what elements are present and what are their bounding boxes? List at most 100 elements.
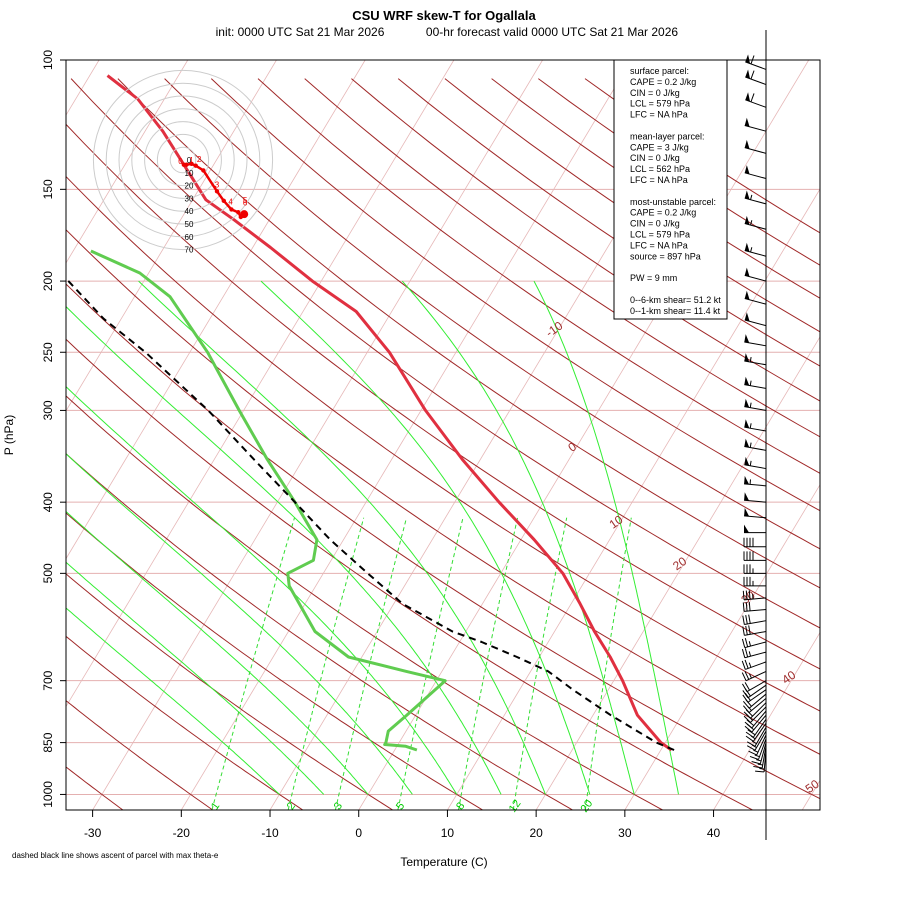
moist-adiabat-line xyxy=(138,280,546,795)
mixing-ratio-label: 12 xyxy=(507,798,524,815)
hodograph-point xyxy=(193,163,198,168)
mixing-ratio-label: 2 xyxy=(285,800,298,812)
mixing-ratio-line xyxy=(334,517,407,810)
info-box-line: mean-layer parcel: xyxy=(630,131,705,141)
wind-barb-pennant xyxy=(744,507,750,517)
wind-barb-flag xyxy=(751,761,761,765)
wind-barb-half-flag xyxy=(754,754,760,758)
wind-barb-pennant xyxy=(744,334,750,343)
wind-barb-shaft xyxy=(754,730,767,751)
y-tick-label: 400 xyxy=(41,492,55,512)
hodograph-height-label: 5 xyxy=(243,196,248,205)
chart-subtitle-valid: 00-hr forecast valid 0000 UTC Sat 21 Mar… xyxy=(426,25,678,39)
isotherm-label: 50 xyxy=(803,777,822,796)
wind-barb-half-flag xyxy=(756,759,762,762)
info-box-line: CIN = 0 J/kg xyxy=(630,219,680,229)
wind-barb-half-flag xyxy=(750,220,753,226)
info-box-line: CIN = 0 J/kg xyxy=(630,153,680,163)
y-tick-label: 200 xyxy=(41,271,55,291)
hodograph-ring xyxy=(131,108,235,212)
hodograph-height-label: 0 xyxy=(178,157,183,166)
wind-barb-flag xyxy=(750,93,755,103)
hodograph-point xyxy=(201,168,206,173)
wind-barbs xyxy=(741,54,767,773)
wind-barb-shaft xyxy=(744,597,767,601)
dry-adiabat-line xyxy=(117,78,820,589)
wind-barb-half-flag xyxy=(749,402,752,408)
moist-adiabat-line xyxy=(533,280,679,795)
hodograph-ring xyxy=(144,121,222,199)
dry-adiabat-line xyxy=(66,512,483,810)
x-tick-label: -20 xyxy=(173,826,191,840)
wind-barb-pennant xyxy=(744,312,750,322)
wind-barb-flag xyxy=(750,55,755,65)
wind-barb-flag xyxy=(753,765,763,769)
info-box-line: CIN = 0 J/kg xyxy=(630,88,680,98)
hodograph-ring-label: 50 xyxy=(185,220,194,229)
x-tick-label: -10 xyxy=(261,826,279,840)
info-box-line: LCL = 579 hPa xyxy=(630,230,690,240)
info-box-line: LCL = 562 hPa xyxy=(630,164,690,174)
wind-barb-half-flag xyxy=(748,662,752,668)
wind-barb-flag xyxy=(748,625,751,635)
wind-barb-flag xyxy=(742,615,745,625)
wind-barb-flag xyxy=(745,731,754,738)
wind-barb-pennant xyxy=(744,475,750,485)
x-axis-label: Temperature (C) xyxy=(400,855,487,869)
wind-barb-shaft xyxy=(759,742,767,764)
y-tick-label: 1000 xyxy=(41,781,55,808)
isotherm-label: 30 xyxy=(739,588,758,607)
hodograph-point xyxy=(221,198,226,204)
wind-barb-shaft xyxy=(752,722,767,742)
wind-barb-flag xyxy=(743,715,751,723)
info-box-line: PW = 9 mm xyxy=(630,273,677,283)
info-box-frame xyxy=(613,59,728,320)
x-tick-label: 40 xyxy=(707,826,721,840)
x-tick-label: 0 xyxy=(355,826,362,840)
wind-barb-half-flag xyxy=(748,641,752,647)
wind-barb-pennant xyxy=(745,92,751,102)
dry-adiabat-line xyxy=(66,453,573,810)
mixing-ratio-line xyxy=(397,517,464,810)
wind-barb-flag xyxy=(755,770,765,773)
isotherm-line xyxy=(447,188,820,810)
wind-barb-flag xyxy=(746,719,755,727)
chart-title: CSU WRF skew-T for Ogallala xyxy=(352,8,536,23)
isotherm-label: -10 xyxy=(543,318,566,340)
mixing-ratio-label: 20 xyxy=(578,798,595,815)
hodograph-ring-label: 40 xyxy=(185,207,194,216)
mixing-ratio-label: 3 xyxy=(332,800,345,812)
wind-barb-shaft xyxy=(744,631,767,636)
isotherm-line xyxy=(358,60,810,810)
wind-barb-shaft xyxy=(751,710,767,729)
dry-adiabat-line xyxy=(66,395,663,810)
hodograph-ring xyxy=(169,146,197,174)
wind-barb-pennant xyxy=(744,290,750,300)
wind-barb-flag xyxy=(744,721,753,729)
info-box-line: 0--6-km shear= 51.2 kt xyxy=(630,295,721,305)
wind-barb-shaft xyxy=(761,746,767,769)
wind-barb-flag xyxy=(744,659,749,669)
moist-adiabat-line xyxy=(66,510,369,795)
wind-barb-flag xyxy=(742,602,745,612)
hodograph-ring xyxy=(118,95,248,225)
hodograph-ring-label: 30 xyxy=(185,194,194,203)
wind-barb-shaft xyxy=(745,99,767,108)
wind-barb-flag xyxy=(746,745,756,751)
wind-barb-flag xyxy=(741,648,746,658)
wind-barb-flag xyxy=(742,626,745,636)
y-tick-label: 850 xyxy=(41,732,55,752)
wind-barb-half-flag xyxy=(750,194,753,200)
info-box-line: 0--1-km shear= 11.4 kt xyxy=(630,306,721,316)
wind-barb-pennant xyxy=(745,54,751,64)
dry-adiabat-line xyxy=(66,175,820,712)
dry-adiabat-line xyxy=(66,283,820,800)
wind-barb-shaft xyxy=(758,738,767,760)
moist-adiabat-line xyxy=(66,386,458,795)
wind-barb-flag xyxy=(741,672,747,681)
moist-adiabat-line xyxy=(260,280,591,795)
y-tick-label: 250 xyxy=(41,342,55,362)
mixing-ratio-line xyxy=(458,517,519,810)
moist-adiabat-line xyxy=(66,305,502,795)
